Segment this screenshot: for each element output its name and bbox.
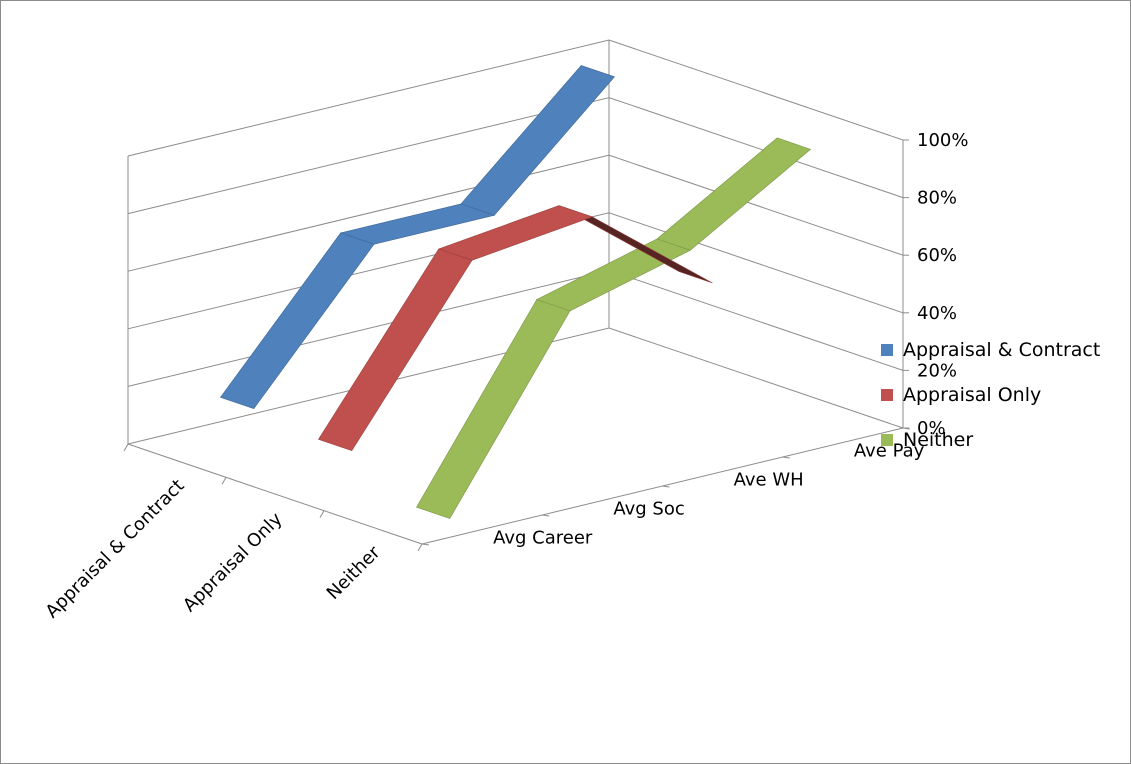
legend-swatch (881, 388, 893, 401)
category-tick (417, 543, 423, 552)
depth-tick (421, 543, 430, 546)
series-layer (220, 65, 812, 519)
ribbon-segment (416, 299, 571, 519)
ribbon-segment (460, 65, 616, 216)
ribbon-segment (318, 248, 473, 451)
legend-item: Appraisal & Contract (881, 327, 1100, 372)
ribbon-segment (656, 137, 812, 251)
depth-category-label: Ave Pay (854, 441, 925, 462)
category-tick (319, 510, 325, 518)
value-tick-label: 20% (917, 360, 957, 381)
series-ribbon (220, 65, 616, 409)
category-tick (221, 477, 227, 485)
category-axis-line (127, 443, 423, 545)
legend-swatch (881, 343, 893, 356)
value-tick-label: 60% (917, 245, 957, 266)
value-tick-label: 100% (917, 130, 968, 151)
depth-tick (782, 456, 790, 459)
depth-tick (662, 485, 670, 488)
axes-layer (123, 139, 911, 552)
legend-label: Appraisal Only (903, 383, 1042, 406)
legend-label: Appraisal & Contract (903, 338, 1101, 361)
depth-category-label: Avg Soc (613, 499, 684, 520)
value-tick-label: 40% (917, 303, 957, 324)
depth-category-label: Ave WH (734, 470, 804, 491)
category-label: Neither (323, 542, 385, 604)
gridline (127, 39, 904, 157)
depth-tick (542, 514, 550, 517)
legend-item: Neither (881, 417, 1100, 462)
value-tick-label: 0% (917, 418, 946, 439)
chart-legend: Appraisal & Contract Appraisal Only Neithe… (881, 327, 1100, 462)
series-ribbon (318, 205, 713, 451)
value-tick-label: 80% (917, 188, 957, 209)
legend-item: Appraisal Only (881, 372, 1100, 417)
ribbon-segment (220, 232, 375, 409)
legend-label: Neither (903, 428, 974, 451)
category-label: Appraisal Only (179, 508, 287, 616)
legend-swatch (881, 433, 893, 446)
category-tick (123, 443, 129, 452)
depth-category-label: Avg Career (493, 528, 593, 549)
category-label: Appraisal & Contract (42, 475, 189, 622)
ribbon-segment (535, 238, 692, 312)
